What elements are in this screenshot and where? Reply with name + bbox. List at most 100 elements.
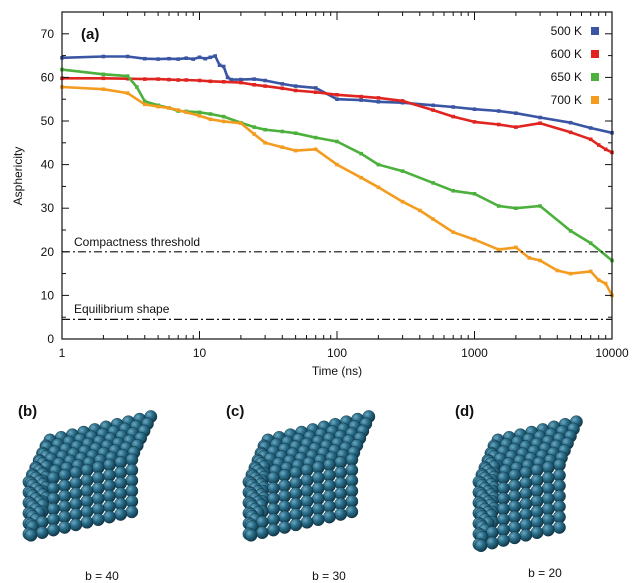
data-point xyxy=(176,57,180,61)
data-point xyxy=(263,84,267,88)
data-point xyxy=(514,125,518,129)
data-point xyxy=(568,120,573,125)
data-point xyxy=(603,147,608,152)
data-point xyxy=(167,77,171,82)
atom-sphere xyxy=(58,521,71,534)
data-point xyxy=(293,148,298,153)
data-point xyxy=(376,100,381,104)
data-point xyxy=(252,77,256,81)
data-point xyxy=(143,77,147,81)
data-point xyxy=(313,135,318,140)
data-point xyxy=(568,271,573,276)
data-point xyxy=(176,78,180,82)
data-point xyxy=(313,86,318,90)
cluster-image-d xyxy=(472,415,583,552)
data-point xyxy=(527,256,531,260)
y-tick-label: 50 xyxy=(41,114,55,128)
data-point xyxy=(135,85,139,89)
plot-frame xyxy=(61,11,613,340)
legend-label: 650 K xyxy=(551,70,582,84)
data-point xyxy=(203,56,207,61)
y-ticks: 0 10 20 30 40 50 60 70 xyxy=(41,27,612,346)
cluster-panel-d: (d) b = 20 xyxy=(455,403,583,580)
data-point xyxy=(191,57,195,61)
data-point xyxy=(167,106,171,110)
legend-label: 500 K xyxy=(551,24,582,38)
data-point xyxy=(221,64,226,69)
atom-sphere xyxy=(485,536,499,550)
x-tick-label: 100 xyxy=(327,346,347,360)
data-point xyxy=(418,208,422,213)
data-point xyxy=(588,269,593,274)
atom-sphere xyxy=(103,510,116,524)
atom-sphere xyxy=(474,539,488,552)
data-point xyxy=(400,199,405,204)
data-point xyxy=(400,169,405,173)
data-point xyxy=(431,103,435,108)
data-point xyxy=(376,162,381,167)
data-point xyxy=(472,192,477,196)
data-point xyxy=(208,55,213,60)
data-point xyxy=(208,112,213,116)
data-point xyxy=(176,108,180,112)
data-point xyxy=(496,122,501,127)
data-point xyxy=(293,131,298,135)
data-point xyxy=(208,117,213,122)
atom-sphere xyxy=(530,526,544,539)
data-point xyxy=(125,74,130,78)
data-point xyxy=(239,77,243,82)
data-point xyxy=(293,84,298,88)
data-point xyxy=(335,162,339,167)
data-point xyxy=(538,115,542,120)
data-point xyxy=(496,204,501,208)
caption-b: b = 40 xyxy=(85,569,119,583)
data-point xyxy=(239,80,243,85)
atom-sphere xyxy=(80,515,94,529)
atom-sphere xyxy=(244,528,258,542)
atom-sphere xyxy=(125,505,139,519)
data-point xyxy=(184,110,188,115)
atom-sphere xyxy=(519,528,533,542)
data-point xyxy=(143,99,147,104)
atom-sphere xyxy=(69,518,83,532)
panel-label-b: (b) xyxy=(18,403,37,420)
data-point xyxy=(225,75,230,80)
caption-d: b = 20 xyxy=(528,566,562,580)
data-point xyxy=(156,77,160,81)
atom-sphere xyxy=(24,528,38,542)
series-line-3 xyxy=(61,85,614,297)
data-point xyxy=(101,87,106,91)
data-point xyxy=(376,185,381,190)
legend-swatch xyxy=(591,27,599,35)
data-point xyxy=(555,268,560,273)
y-tick-label: 60 xyxy=(41,70,55,84)
legend: 500 K 600 K 650 K 700 K xyxy=(551,24,599,107)
data-point xyxy=(472,107,477,111)
y-tick-label: 40 xyxy=(41,158,55,172)
data-point xyxy=(197,110,202,115)
data-point xyxy=(496,109,501,113)
data-point xyxy=(252,125,256,129)
data-point xyxy=(431,217,435,221)
data-point xyxy=(280,82,285,86)
atom-sphere xyxy=(255,526,269,539)
data-point xyxy=(313,147,318,152)
cluster-image-c xyxy=(242,410,376,542)
data-point xyxy=(125,54,130,59)
data-point xyxy=(431,181,435,185)
data-point xyxy=(451,114,455,119)
data-point xyxy=(197,78,202,83)
data-point xyxy=(596,278,601,282)
data-point xyxy=(101,54,106,59)
data-point xyxy=(143,102,147,107)
data-point xyxy=(280,129,285,134)
atom-sphere xyxy=(311,513,325,526)
data-point xyxy=(197,55,202,60)
data-point xyxy=(596,143,601,147)
data-point xyxy=(239,121,243,125)
data-point xyxy=(156,104,160,109)
data-point xyxy=(313,90,318,94)
series-layer xyxy=(60,54,614,298)
data-point xyxy=(229,77,233,82)
